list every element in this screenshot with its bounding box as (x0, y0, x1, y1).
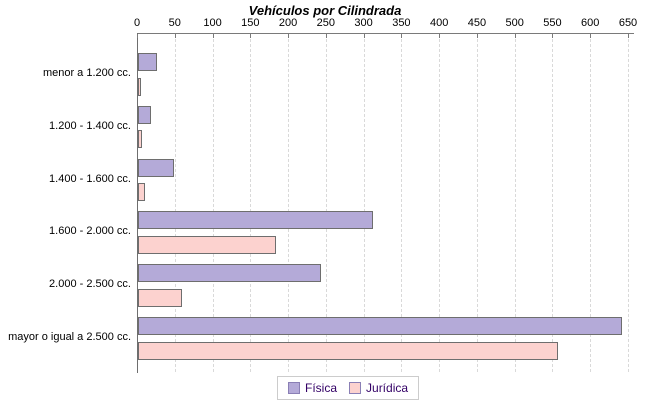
x-tick-0 (137, 34, 138, 38)
x-tick-label-450: 450 (467, 17, 487, 29)
x-tick-600 (590, 34, 592, 38)
x-tick-250 (325, 34, 327, 38)
x-axis-line (137, 33, 634, 34)
x-tick-300 (363, 34, 365, 38)
gridline-150 (250, 34, 252, 372)
bar-juridica-5 (138, 341, 558, 360)
x-tick-200 (288, 34, 290, 38)
category-label-2: 1.400 - 1.600 cc. (49, 172, 131, 185)
x-tick-650 (628, 34, 629, 38)
gridline-450 (476, 34, 478, 372)
bar-fisica-0 (138, 53, 157, 71)
bar-fisica-4 (138, 264, 322, 283)
x-tick-50 (174, 34, 176, 38)
category-label-0: menor a 1.200 cc. (42, 67, 131, 79)
gridline-400 (439, 34, 441, 372)
gridline-100 (212, 34, 214, 372)
bar-fisica-2 (138, 158, 174, 177)
plot-area: 0 50 100 150 200 250 300 350 400 450 500 550 600 650 m… (8, 17, 637, 373)
legend-label-juridica: Jurídica (366, 381, 409, 395)
x-tick-label-0: 0 (133, 17, 141, 29)
gridline-350 (401, 34, 403, 372)
bar-juridica-0 (138, 77, 141, 96)
x-tick-label-200: 200 (278, 17, 298, 29)
x-tick-550 (552, 34, 554, 38)
x-tick-label-350: 350 (392, 17, 411, 29)
category-label-1: 1.200 - 1.400 cc. (49, 119, 131, 132)
gridline-300 (363, 34, 365, 372)
gridline-550 (552, 34, 554, 372)
bar-juridica-1 (138, 130, 143, 149)
x-tick-label-100: 100 (203, 17, 222, 29)
legend-label-fisica: Física (305, 381, 338, 395)
bar-fisica-1 (138, 105, 152, 124)
gridline-650 (628, 34, 629, 372)
bar-fisica-3 (138, 211, 373, 230)
x-tick-label-150: 150 (241, 17, 260, 29)
x-tick-350 (401, 34, 403, 38)
category-label-5: mayor o igual a 2.500 cc. (8, 331, 131, 343)
x-tick-label-600: 600 (581, 17, 600, 29)
x-tick-label-550: 550 (543, 17, 562, 29)
gridline-200 (288, 34, 290, 372)
category-label-3: 1.600 - 2.000 cc. (49, 225, 131, 238)
gridline-500 (514, 34, 516, 372)
category-label-4: 2.000 - 2.500 cc. (49, 278, 131, 291)
bar-fisica-5 (138, 317, 622, 335)
x-tick-label-250: 250 (316, 17, 336, 29)
chart-title: Vehículos por Cilindrada (248, 3, 402, 18)
x-tick-label-650: 650 (618, 17, 638, 29)
legend-swatch-fisica (288, 382, 300, 394)
legend: Física Jurídica (277, 376, 420, 400)
gridline-600 (590, 34, 592, 372)
x-tick-label-50: 50 (168, 17, 181, 29)
x-tick-450 (476, 34, 478, 38)
legend-item-fisica: Física (288, 381, 337, 395)
legend-item-juridica: Jurídica (349, 381, 408, 395)
x-tick-label-500: 500 (505, 17, 524, 29)
gridline-50 (174, 34, 176, 372)
bar-juridica-2 (138, 183, 145, 202)
x-tick-500 (514, 34, 516, 38)
bar-juridica-4 (138, 288, 182, 307)
x-tick-400 (439, 34, 441, 38)
x-tick-150 (250, 34, 252, 38)
gridline-250 (325, 34, 327, 372)
y-axis-line (137, 33, 138, 373)
x-tick-100 (212, 34, 214, 38)
legend-swatch-juridica (349, 382, 362, 394)
x-tick-label-300: 300 (354, 17, 373, 29)
x-tick-label-400: 400 (429, 17, 449, 29)
bar-juridica-3 (138, 235, 276, 254)
